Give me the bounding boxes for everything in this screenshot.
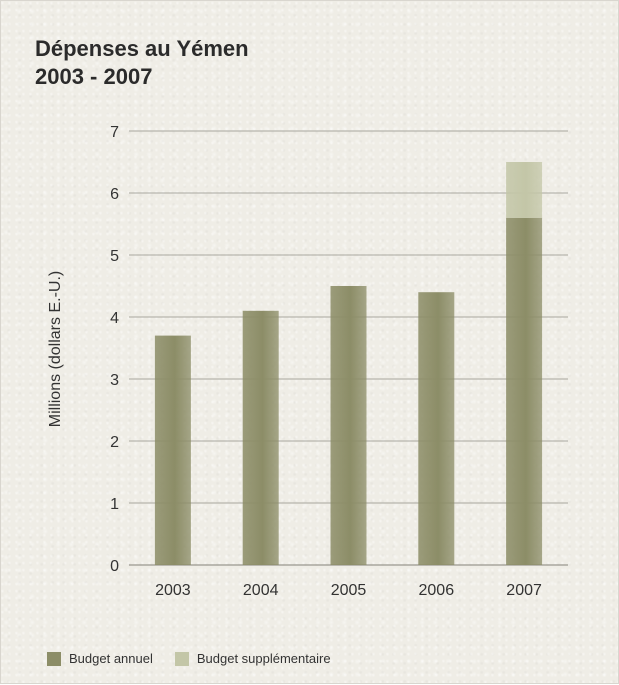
y-tick-label: 6: [110, 186, 119, 203]
x-tick-label: 2006: [419, 582, 455, 599]
legend-swatch-supplementary: [174, 651, 189, 666]
bars: [154, 162, 543, 566]
legend-swatch-annual: [47, 651, 61, 666]
legend-label-supplementary: Budget supplémentaire: [196, 651, 331, 666]
x-tick-label: 2007: [506, 582, 542, 599]
legend: Budget annuel Budget supplémentaire: [47, 651, 353, 666]
bar-2007-supplementary: [506, 162, 543, 218]
bar-2007-annual: [506, 217, 543, 566]
bar-2005-annual: [330, 286, 367, 565]
y-tick-label: 1: [110, 496, 119, 513]
y-tick-label: 2: [110, 434, 119, 451]
bar-2006-annual: [418, 292, 455, 565]
bar-2003-annual: [154, 335, 191, 565]
legend-label-annual: Budget annuel: [69, 651, 153, 666]
legend-item-annual: Budget annuel: [47, 651, 153, 666]
y-tick-label: 3: [110, 372, 119, 389]
chart-title: Dépenses au Yémen 2003 - 2007: [35, 35, 249, 91]
y-axis-label: Millions (dollars E.-U.): [47, 271, 64, 427]
x-tick-label: 2005: [331, 582, 367, 599]
axis-labels: 0 1 2 3 4 5 6 7 2003 2004 2005 2006 2007: [110, 124, 542, 599]
y-tick-label: 7: [110, 124, 119, 141]
y-tick-label: 4: [110, 310, 119, 327]
x-tick-label: 2003: [155, 582, 191, 599]
y-tick-label: 0: [110, 558, 119, 575]
chart-title-line1: Dépenses au Yémen: [35, 36, 249, 61]
bar-2004-annual: [242, 310, 279, 565]
gridlines: [129, 130, 568, 566]
y-tick-label: 5: [110, 248, 119, 265]
legend-item-supplementary: Budget supplémentaire: [174, 651, 331, 666]
chart-title-line2: 2003 - 2007: [35, 64, 153, 89]
x-tick-label: 2004: [243, 582, 279, 599]
